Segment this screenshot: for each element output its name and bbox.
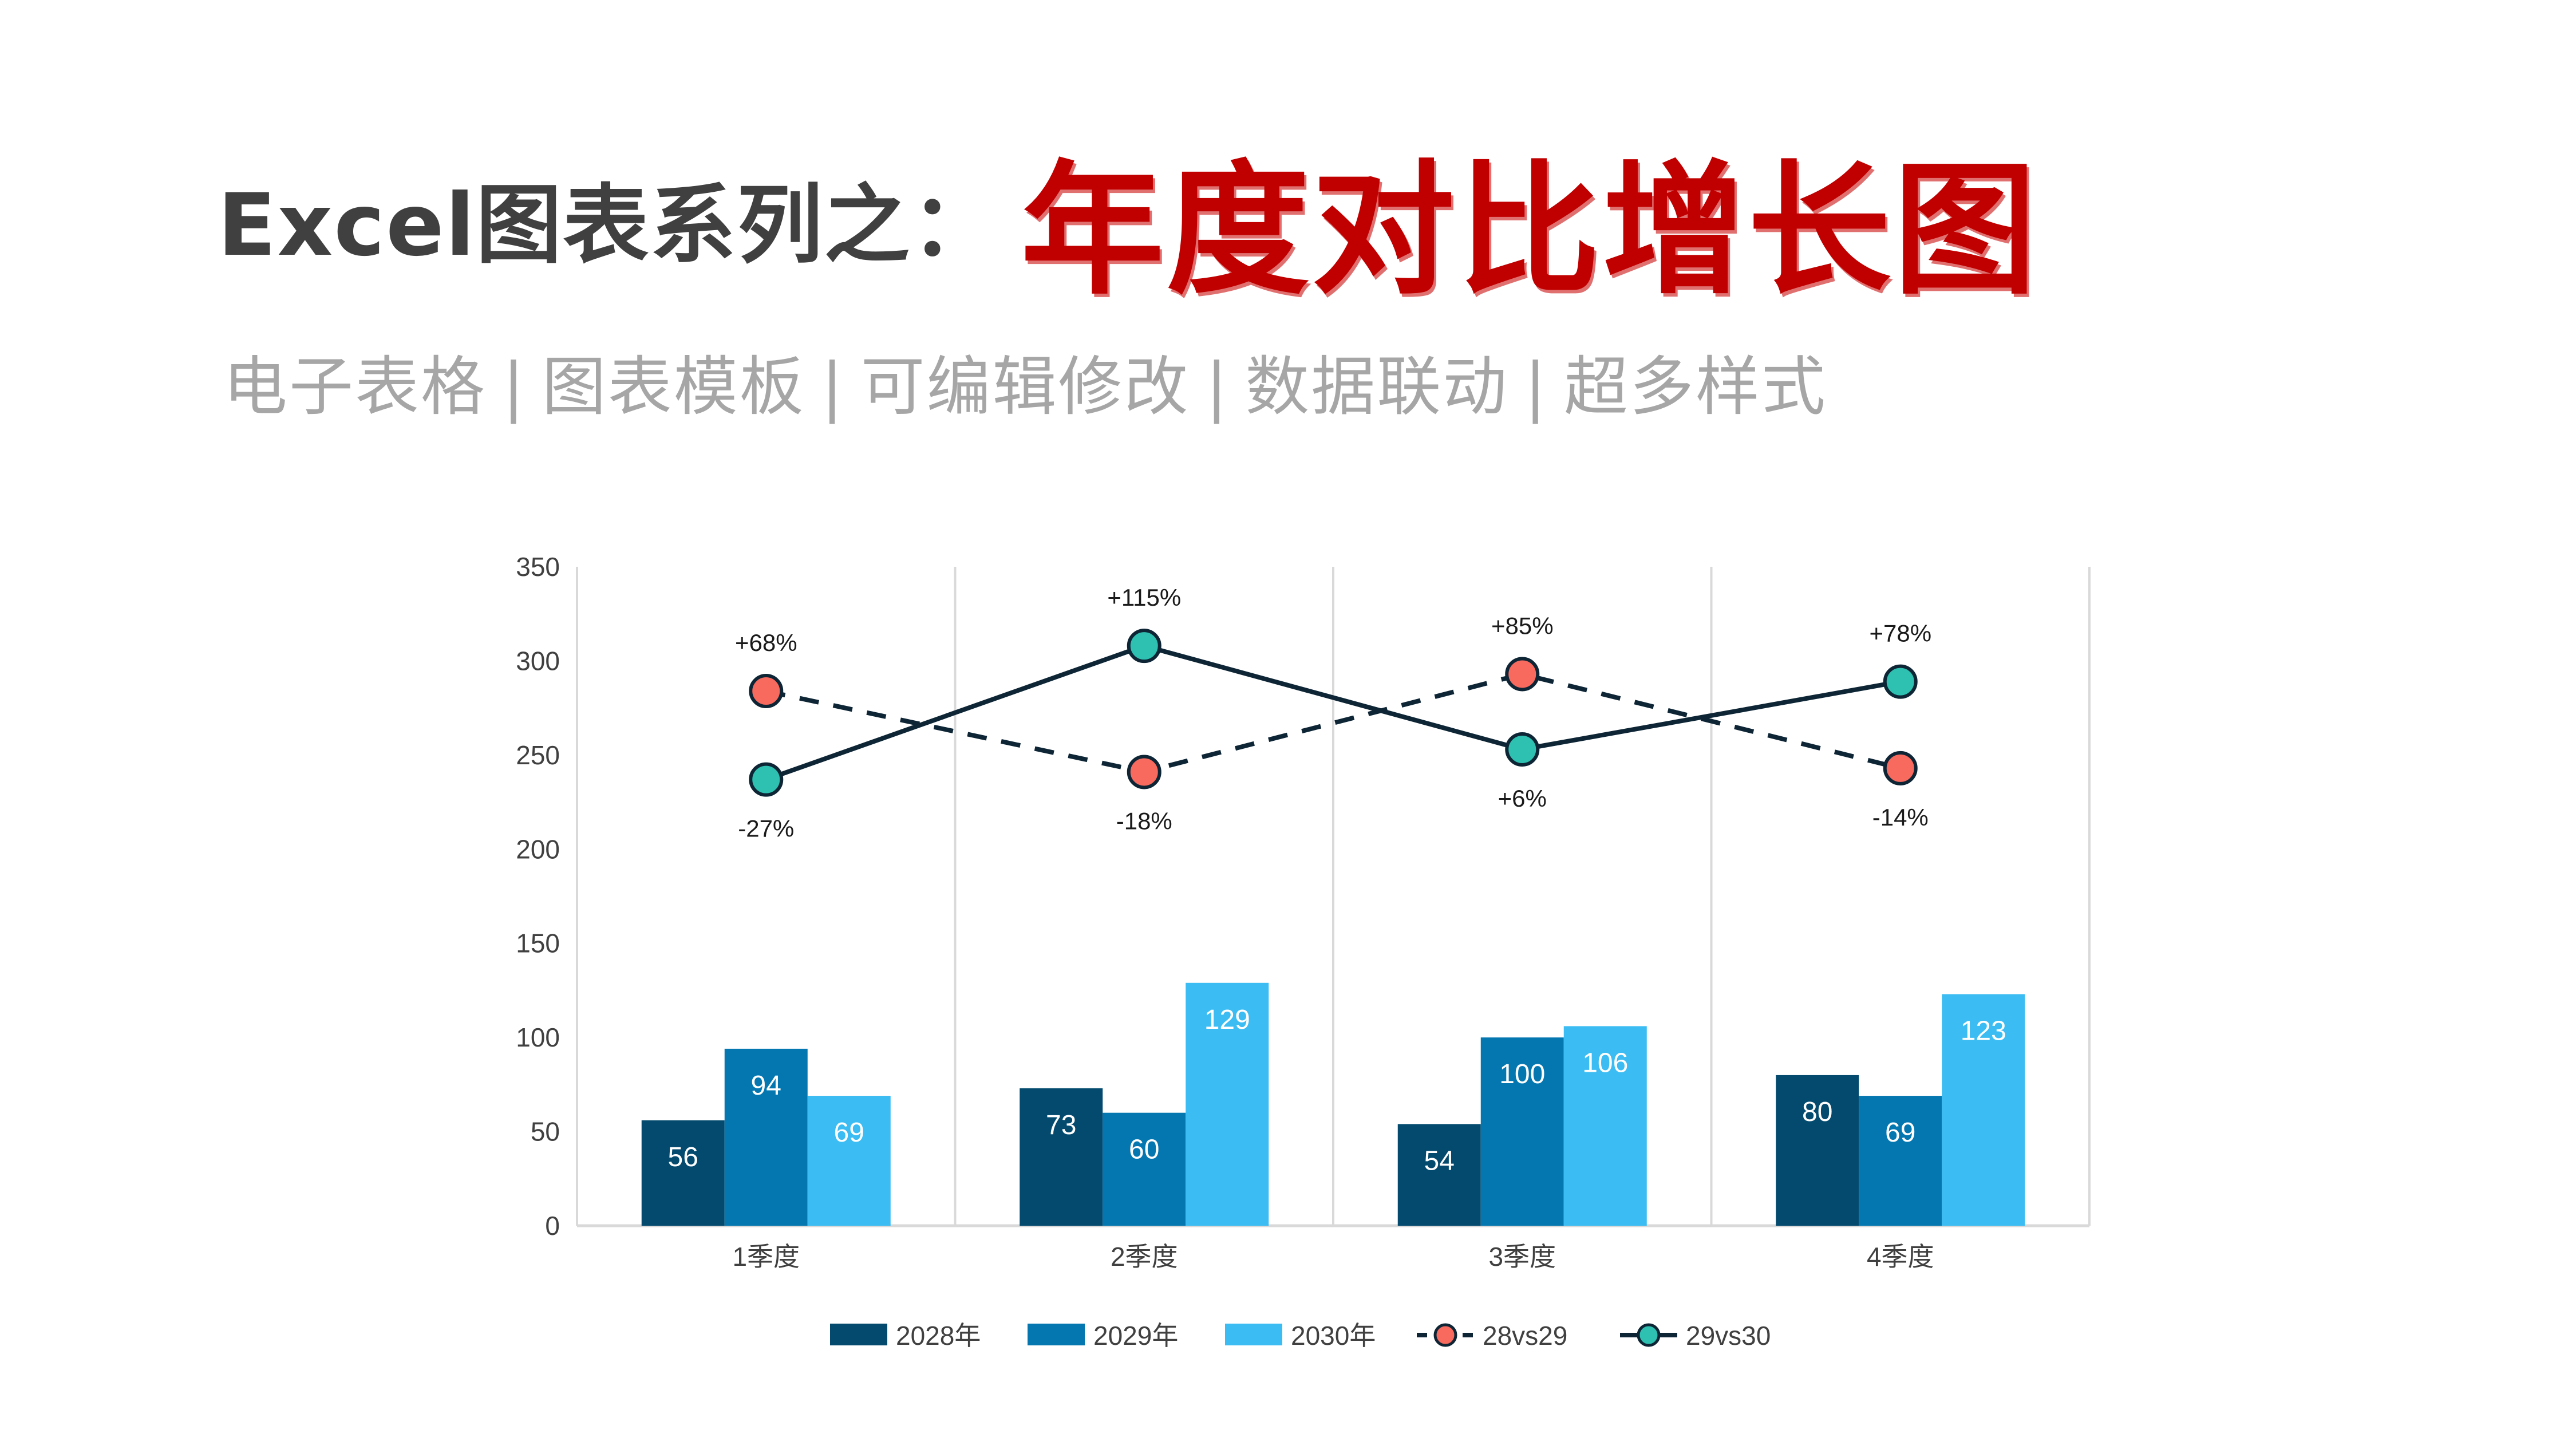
tag-4: 数据联动 xyxy=(1245,350,1509,424)
legend-marker xyxy=(1637,1323,1661,1347)
x-tick-label: 2季度 xyxy=(1111,1242,1178,1272)
growth-label: -27% xyxy=(738,815,794,842)
x-tick-label: 1季度 xyxy=(732,1242,800,1272)
line-marker xyxy=(1505,657,1540,692)
legend-label: 29vs30 xyxy=(1686,1321,1771,1351)
bar xyxy=(724,1048,808,1226)
legend-label: 2029年 xyxy=(1093,1321,1178,1351)
bar-value-label: 106 xyxy=(1582,1048,1628,1078)
legend-label: 2030年 xyxy=(1291,1321,1376,1351)
line-series: +68% -18% +85% -14% -27% +115% +6% +78% xyxy=(735,584,1931,842)
bar xyxy=(1776,1075,1859,1226)
bar-value-label: 54 xyxy=(1424,1146,1455,1176)
y-tick-label: 150 xyxy=(516,929,560,958)
y-axis: 0 50 100 150 200 250 300 350 xyxy=(516,552,560,1241)
subtitle-tags: 电子表格 | 图表模板 | 可编辑修改 | 数据联动 | 超多样式 xyxy=(223,335,1827,428)
legend: 2028年 2029年 2030年 28vs29 29vs30 xyxy=(830,1321,1771,1351)
title-main: 年度对比增长图 xyxy=(1021,147,2039,314)
bar-value-label: 129 xyxy=(1204,1005,1250,1035)
separator: | xyxy=(1524,350,1548,424)
bar xyxy=(1480,1037,1564,1226)
bar-value-label: 123 xyxy=(1961,1016,2006,1047)
bar-value-label: 80 xyxy=(1802,1097,1832,1127)
growth-label: +6% xyxy=(1498,785,1547,812)
legend-swatch xyxy=(830,1324,887,1345)
growth-label: -18% xyxy=(1116,807,1172,834)
bar xyxy=(641,1120,725,1226)
bar xyxy=(1020,1088,1103,1226)
bar-value-label: 73 xyxy=(1046,1110,1076,1140)
title-prefix: Excel图表系列之： xyxy=(218,175,998,275)
y-tick-label: 250 xyxy=(516,740,560,770)
legend-swatch xyxy=(1225,1324,1282,1345)
dashed-line-28vs29 xyxy=(765,672,1901,775)
line-marker xyxy=(1127,755,1161,789)
y-tick-label: 50 xyxy=(531,1117,560,1147)
x-axis: 1季度 2季度 3季度 4季度 xyxy=(732,1242,1934,1272)
growth-label: +68% xyxy=(735,629,797,656)
bar xyxy=(1397,1124,1481,1226)
separator: | xyxy=(1206,350,1230,424)
title-row: Excel图表系列之： 年度对比增长图 xyxy=(218,132,2038,314)
legend-label: 28vs29 xyxy=(1483,1321,1567,1351)
separator: | xyxy=(503,350,526,424)
line-marker xyxy=(1127,629,1161,664)
bar xyxy=(1103,1112,1186,1226)
bar-value-label: 60 xyxy=(1129,1135,1159,1165)
bar-series: 56 73 54 80 94 60 100 69 69 129 106 123 xyxy=(641,982,2025,1226)
x-tick-label: 4季度 xyxy=(1867,1242,1934,1272)
y-tick-label: 300 xyxy=(516,646,560,676)
bar xyxy=(1859,1096,1942,1226)
bar-value-label: 69 xyxy=(834,1118,864,1148)
x-tick-label: 3季度 xyxy=(1488,1242,1556,1272)
separator: | xyxy=(821,350,845,424)
tag-5: 超多样式 xyxy=(1563,350,1827,424)
bar xyxy=(1186,982,1269,1226)
bar xyxy=(1563,1026,1647,1226)
solid-line-29vs30 xyxy=(765,643,1901,782)
growth-label: -14% xyxy=(1872,804,1929,831)
line-marker xyxy=(749,762,784,797)
bar-value-label: 56 xyxy=(668,1142,698,1172)
tag-1: 电子表格 xyxy=(223,350,487,424)
y-tick-label: 200 xyxy=(516,834,560,864)
line-marker xyxy=(749,674,784,709)
tag-3: 可编辑修改 xyxy=(860,350,1190,424)
growth-label: +78% xyxy=(1869,620,1931,647)
y-tick-label: 350 xyxy=(516,552,560,582)
y-tick-label: 0 xyxy=(545,1211,560,1241)
line-marker xyxy=(1883,664,1918,699)
line-marker xyxy=(1883,751,1918,785)
tag-2: 图表模板 xyxy=(542,350,805,424)
line-marker xyxy=(1505,732,1540,767)
bar xyxy=(1942,994,2025,1226)
growth-label: +115% xyxy=(1107,584,1181,611)
bar-value-label: 69 xyxy=(1885,1118,1915,1148)
bar xyxy=(807,1096,891,1226)
bar-value-label: 94 xyxy=(751,1071,781,1101)
growth-label: +85% xyxy=(1491,612,1554,639)
legend-swatch xyxy=(1028,1324,1085,1345)
legend-label: 2028年 xyxy=(896,1321,981,1351)
y-tick-label: 100 xyxy=(516,1022,560,1052)
bar-value-label: 100 xyxy=(1499,1059,1545,1089)
legend-marker xyxy=(1433,1323,1457,1347)
